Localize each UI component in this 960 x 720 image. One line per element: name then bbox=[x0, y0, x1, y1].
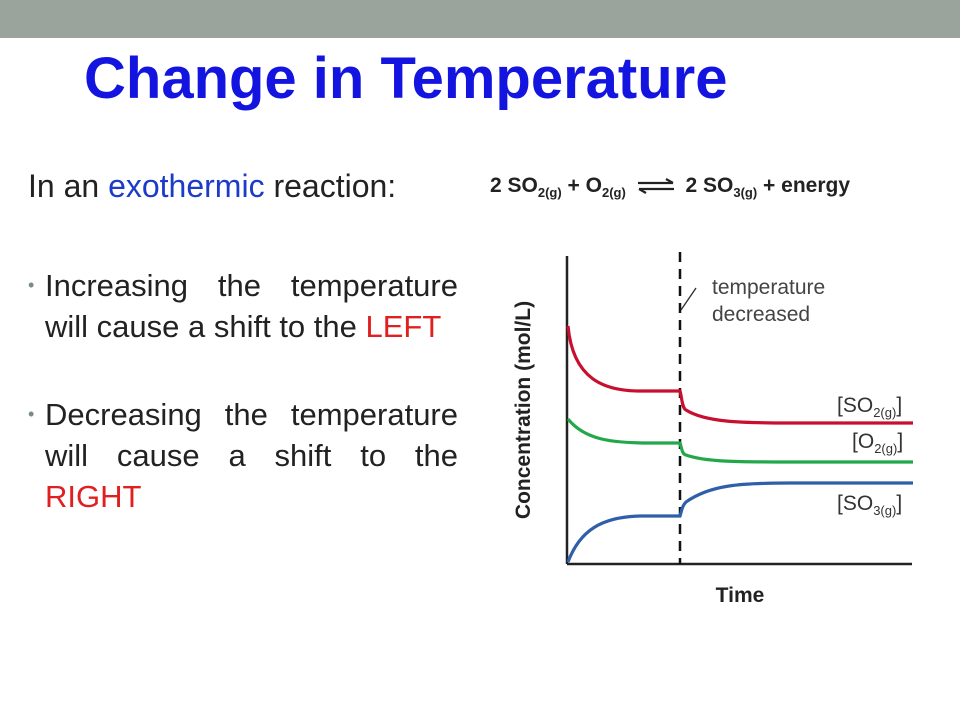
y-axis-label: Concentration (mol/L) bbox=[512, 301, 535, 519]
direction-right: RIGHT bbox=[45, 479, 142, 514]
bullet-text: Increasing the temperature will cause a … bbox=[45, 268, 458, 344]
bullet-decrease: • Decreasing the temperature will cause … bbox=[28, 394, 458, 517]
direction-left: LEFT bbox=[365, 309, 442, 344]
series-label-so3: [SO3(g)] bbox=[837, 492, 902, 518]
exothermic-keyword: exothermic bbox=[108, 168, 265, 204]
bullet-dot-icon: • bbox=[28, 275, 35, 295]
series-label-so2: [SO2(g)] bbox=[837, 394, 902, 420]
bullet-increase: • Increasing the temperature will cause … bbox=[28, 265, 458, 347]
annotation-line-2: decreased bbox=[712, 303, 810, 326]
equilibrium-arrows-icon bbox=[637, 178, 674, 195]
annotation-line-1: temperature bbox=[712, 276, 825, 299]
series-label-o2: [O2(g)] bbox=[852, 430, 903, 456]
so2-curve bbox=[566, 325, 913, 425]
top-bar bbox=[0, 0, 960, 38]
reaction-equation: 2 SO2(g) + O2(g) 2 SO3(g) + energy bbox=[490, 174, 851, 201]
x-axis-label: Time bbox=[716, 584, 765, 607]
so3-curve bbox=[566, 481, 913, 563]
intro-line: In an exothermic reaction: bbox=[28, 166, 396, 206]
o2-curve bbox=[566, 417, 913, 464]
intro-suffix: reaction: bbox=[264, 168, 397, 204]
bullet-text: Decreasing the temperature will cause a … bbox=[45, 397, 458, 514]
annotation-leader bbox=[680, 287, 697, 311]
concentration-time-diagram: Concentration (mol/L) Time temperature d… bbox=[512, 252, 913, 607]
intro-prefix: In an bbox=[28, 168, 109, 204]
bullet-dot-icon: • bbox=[28, 404, 35, 424]
slide-title: Change in Temperature bbox=[84, 46, 728, 111]
